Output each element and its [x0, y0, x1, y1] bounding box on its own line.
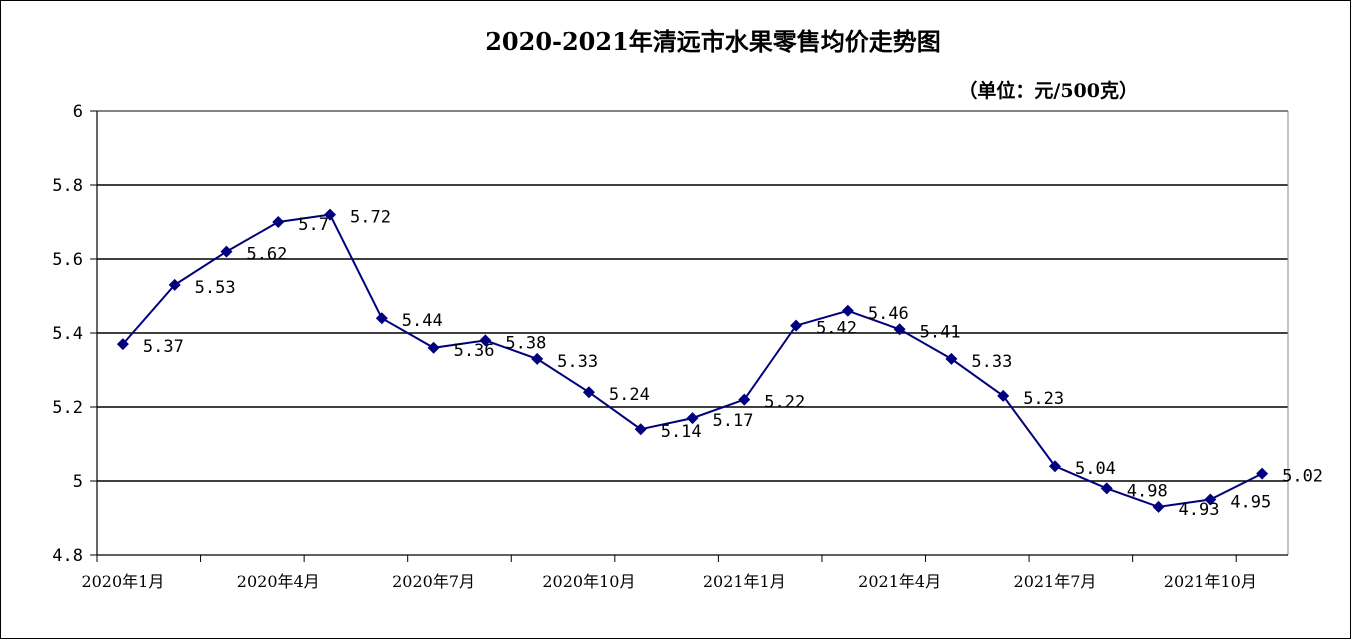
data-label: 5.17 — [713, 411, 754, 431]
data-label: 5.22 — [764, 393, 805, 413]
data-point — [324, 208, 337, 221]
data-label: 5.23 — [1023, 389, 1064, 409]
y-tick-label: 4.8 — [52, 546, 83, 566]
y-tick-labels: 4.8 5 5.2 5.4 5.6 5.8 6 — [52, 102, 83, 566]
y-tick-label: 5.2 — [52, 398, 83, 418]
data-point — [841, 304, 854, 317]
data-label: 5.04 — [1075, 459, 1116, 479]
data-point — [1204, 493, 1217, 506]
x-tick-label: 2021年4月 — [858, 572, 941, 591]
data-point — [997, 389, 1010, 402]
data-label: 5.33 — [557, 352, 598, 372]
data-label: 5.44 — [402, 311, 443, 331]
data-label: 5.14 — [661, 422, 702, 442]
data-point — [116, 338, 129, 351]
y-tick-label: 5.4 — [52, 324, 83, 344]
data-points — [116, 208, 1269, 513]
x-tick-label: 2021年1月 — [703, 572, 786, 591]
data-label: 5.36 — [454, 341, 495, 361]
unit-label: （单位：元/500克） — [958, 79, 1138, 102]
data-label: 4.98 — [1127, 481, 1168, 501]
data-point — [479, 334, 492, 347]
axes — [90, 110, 1289, 562]
data-point — [168, 278, 181, 291]
x-tick-label: 2020年10月 — [542, 572, 635, 591]
data-point — [893, 323, 906, 336]
data-point — [375, 312, 388, 325]
data-label: 5.02 — [1282, 467, 1323, 487]
data-label: 4.95 — [1230, 493, 1271, 513]
x-tick-labels: 2020年1月 2020年4月 2020年7月 2020年10月 2021年1月 2021… — [81, 572, 1256, 591]
x-tick-label: 2020年7月 — [392, 572, 475, 591]
data-point — [945, 352, 958, 365]
data-label: 5.72 — [350, 208, 391, 228]
data-point — [220, 245, 233, 258]
data-label: 5.37 — [143, 337, 184, 357]
data-point — [1048, 460, 1061, 473]
data-point — [531, 352, 544, 365]
x-tick-label: 2020年4月 — [237, 572, 320, 591]
data-point — [686, 412, 699, 425]
x-tick-label: 2020年1月 — [81, 572, 164, 591]
data-label: 5.33 — [971, 352, 1012, 372]
chart-title: 2020-2021年清远市水果零售均价走势图 — [485, 27, 941, 56]
data-label: 5.46 — [868, 304, 909, 324]
data-label: 5.38 — [505, 333, 546, 353]
data-label: 5.41 — [920, 322, 961, 342]
data-point — [427, 341, 440, 354]
y-tick-label: 5.8 — [52, 176, 83, 196]
data-point — [1256, 467, 1269, 480]
data-point — [790, 319, 803, 332]
data-point — [272, 216, 285, 228]
data-label: 5.42 — [816, 319, 857, 339]
data-label: 5.62 — [246, 245, 287, 265]
data-point — [582, 386, 595, 399]
data-label: 5.7 — [298, 215, 329, 235]
data-point — [738, 393, 751, 406]
data-label: 5.24 — [609, 385, 650, 405]
data-point — [1152, 500, 1165, 513]
x-tick-label: 2021年10月 — [1164, 572, 1257, 591]
data-label: 5.53 — [195, 278, 236, 298]
data-point — [634, 423, 647, 436]
data-label: 4.93 — [1179, 500, 1220, 520]
x-tick-label: 2021年7月 — [1014, 572, 1097, 591]
data-point — [1100, 482, 1113, 495]
y-tick-label: 6 — [73, 102, 83, 122]
y-tick-label: 5 — [73, 472, 83, 492]
data-labels: 5.37 5.53 5.62 5.7 5.72 5.44 5.36 5.38 5.33 5.24 5… — [143, 208, 1323, 520]
y-tick-label: 5.6 — [52, 250, 83, 270]
